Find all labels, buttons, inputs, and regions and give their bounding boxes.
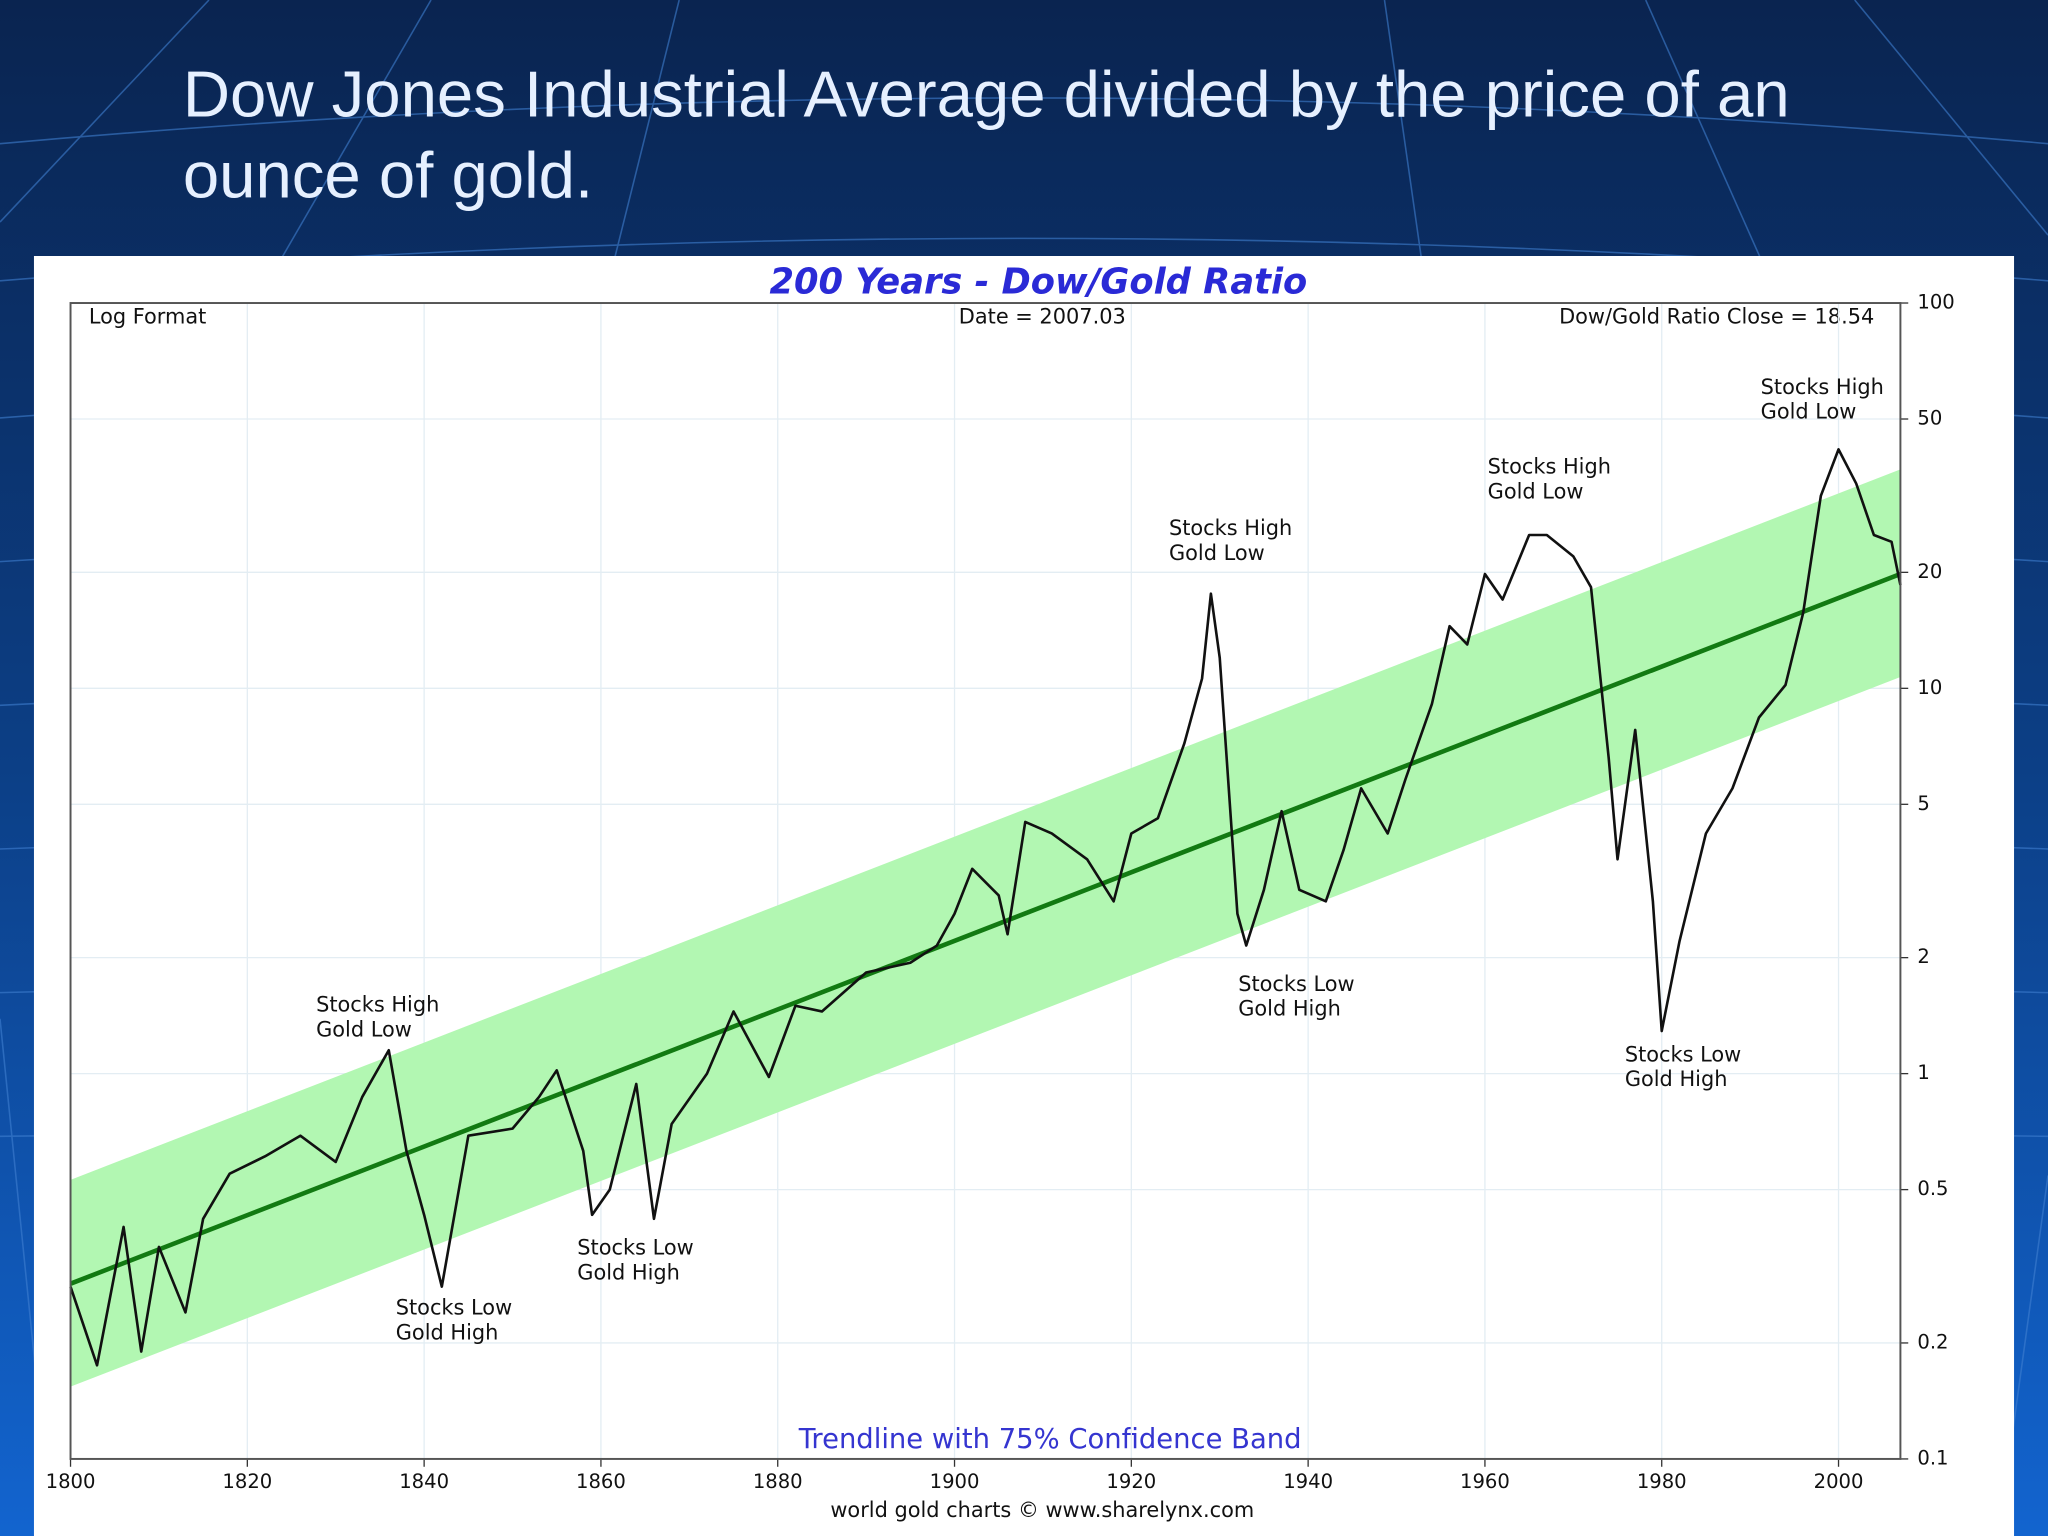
plot-frame xyxy=(69,302,1902,1460)
x-tick-label: 1960 xyxy=(1460,1470,1510,1493)
x-tick-label: 2000 xyxy=(1814,1470,1864,1493)
x-tick-label: 1800 xyxy=(46,1470,96,1493)
y-tick-label: 100 xyxy=(1917,291,1954,314)
x-tick-label: 1900 xyxy=(930,1470,980,1493)
y-tick-label: 0.2 xyxy=(1917,1330,1948,1353)
annotation: Stocks Low xyxy=(1625,1042,1741,1066)
annotation: Gold Low xyxy=(1761,400,1857,424)
slide-title: Dow Jones Industrial Average divided by … xyxy=(183,58,1790,131)
band-label: Trendline with 75% Confidence Band xyxy=(798,1424,1302,1455)
annotation: Gold High xyxy=(577,1260,680,1284)
annotation: Gold High xyxy=(396,1321,499,1345)
x-tick-label: 1860 xyxy=(576,1470,626,1493)
x-tick-label: 1940 xyxy=(1283,1470,1333,1493)
annotation: Gold Low xyxy=(1488,479,1584,503)
x-tick-label: 1920 xyxy=(1106,1470,1156,1493)
y-tick-label: 20 xyxy=(1917,560,1942,583)
x-tick-label: 1820 xyxy=(222,1470,272,1493)
annotation: Stocks Low xyxy=(396,1296,512,1320)
trendline xyxy=(69,571,1902,1286)
slide-title: ounce of gold. xyxy=(183,138,593,211)
x-tick-label: 1880 xyxy=(753,1470,803,1493)
y-tick-label: 0.1 xyxy=(1917,1446,1948,1469)
annotation: Stocks High xyxy=(1488,455,1611,479)
x-tick-label: 1840 xyxy=(399,1470,449,1493)
y-tick-label: 0.5 xyxy=(1917,1177,1948,1200)
chart-title: 200 Years - Dow/Gold Ratio xyxy=(769,261,1307,302)
source: world gold charts © www.sharelynx.com xyxy=(830,1498,1254,1522)
annotation: Gold Low xyxy=(316,1018,412,1042)
annotation: Stocks High xyxy=(316,993,439,1017)
y-tick-label: 5 xyxy=(1917,792,1929,815)
annotation: Gold High xyxy=(1625,1067,1728,1091)
annotation: Stocks High xyxy=(1761,375,1884,399)
y-tick-label: 50 xyxy=(1917,407,1942,430)
ratio-line xyxy=(69,448,1902,1367)
corner-label: Dow/Gold Ratio Close = 18.54 xyxy=(1559,304,1874,328)
corner-label: Date = 2007.03 xyxy=(959,304,1126,328)
annotation: Stocks High xyxy=(1169,516,1292,540)
y-tick-label: 2 xyxy=(1917,945,1929,968)
corner-label: Log Format xyxy=(89,304,206,328)
annotation: Stocks Low xyxy=(577,1236,693,1260)
y-tick-label: 1 xyxy=(1917,1061,1929,1084)
annotation: Gold High xyxy=(1238,997,1341,1021)
x-tick-label: 1980 xyxy=(1637,1470,1687,1493)
annotation: Gold Low xyxy=(1169,541,1265,565)
annotation: Stocks Low xyxy=(1238,972,1354,996)
y-tick-label: 10 xyxy=(1917,676,1942,699)
